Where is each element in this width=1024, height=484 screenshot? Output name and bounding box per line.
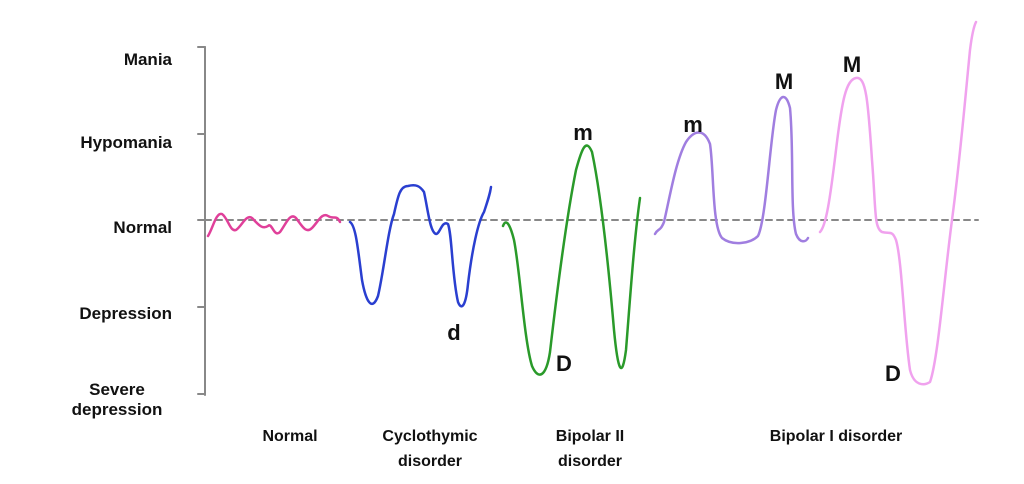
episode-label: D — [885, 361, 901, 386]
axis — [197, 46, 206, 396]
episode-label: M — [774, 69, 794, 94]
group-label: Bipolar I disorder — [769, 428, 903, 445]
normal-curve — [206, 212, 342, 238]
level-text: Severe depression — [71, 380, 163, 419]
level-label: Hypomania — [80, 133, 172, 152]
group-label: Bipolar II disorder — [555, 428, 625, 470]
episode-label: D — [556, 351, 572, 376]
level-label: Mania — [123, 50, 172, 69]
bipolar-i-curve-manic — [818, 20, 978, 386]
group-label: Cyclothymic disorder — [382, 428, 478, 470]
bipolar-ii-curve — [501, 144, 642, 376]
episode-label: d — [447, 320, 461, 345]
episode-label: M — [842, 52, 862, 77]
episode-label: m — [573, 120, 593, 145]
group-label: Normal — [262, 428, 318, 445]
level-label: Depression — [79, 304, 172, 323]
cyclothymic-curve — [348, 184, 493, 308]
level-label: Severe depression — [0, 380, 172, 420]
episode-label: m — [683, 112, 703, 137]
level-label: Normal — [113, 218, 172, 237]
bipolar-i-curve-hypomanic — [653, 95, 810, 245]
